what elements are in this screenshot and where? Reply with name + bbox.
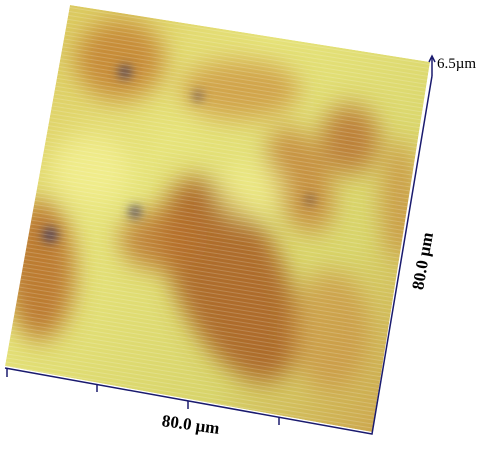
y-axis-label: 80.0 µm bbox=[408, 231, 437, 291]
axes bbox=[4, 54, 436, 435]
surface bbox=[5, 5, 430, 432]
axis-lines bbox=[4, 75, 433, 435]
z-scale-label: 6.5µm bbox=[437, 56, 476, 72]
x-axis-label: 80.0 µm bbox=[161, 411, 221, 438]
z-arrow-head bbox=[428, 54, 436, 63]
